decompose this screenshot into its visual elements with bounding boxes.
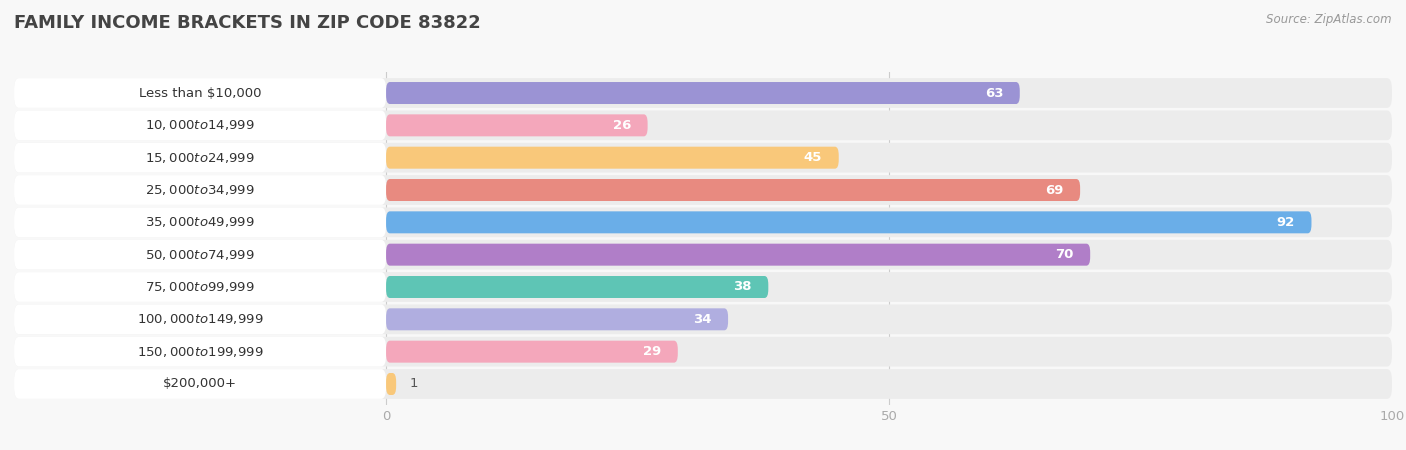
Text: 45: 45 xyxy=(804,151,823,164)
Text: $10,000 to $14,999: $10,000 to $14,999 xyxy=(145,118,254,132)
FancyBboxPatch shape xyxy=(387,373,396,395)
FancyBboxPatch shape xyxy=(14,110,1392,140)
FancyBboxPatch shape xyxy=(387,276,768,298)
Text: $15,000 to $24,999: $15,000 to $24,999 xyxy=(145,151,254,165)
Text: $35,000 to $49,999: $35,000 to $49,999 xyxy=(145,216,254,230)
FancyBboxPatch shape xyxy=(387,243,1090,266)
Text: $50,000 to $74,999: $50,000 to $74,999 xyxy=(145,248,254,261)
FancyBboxPatch shape xyxy=(14,143,1392,172)
FancyBboxPatch shape xyxy=(14,369,1392,399)
Text: $75,000 to $99,999: $75,000 to $99,999 xyxy=(145,280,254,294)
Text: 69: 69 xyxy=(1045,184,1063,197)
FancyBboxPatch shape xyxy=(387,212,1312,234)
Text: 1: 1 xyxy=(411,378,419,391)
FancyBboxPatch shape xyxy=(14,337,387,367)
FancyBboxPatch shape xyxy=(14,110,387,140)
FancyBboxPatch shape xyxy=(14,175,387,205)
Text: 38: 38 xyxy=(734,280,752,293)
FancyBboxPatch shape xyxy=(14,175,1392,205)
Text: $25,000 to $34,999: $25,000 to $34,999 xyxy=(145,183,254,197)
Text: 63: 63 xyxy=(984,86,1004,99)
FancyBboxPatch shape xyxy=(14,305,387,334)
FancyBboxPatch shape xyxy=(14,369,387,399)
FancyBboxPatch shape xyxy=(387,114,648,136)
Text: 26: 26 xyxy=(613,119,631,132)
Text: $100,000 to $149,999: $100,000 to $149,999 xyxy=(136,312,263,326)
FancyBboxPatch shape xyxy=(14,78,1392,108)
FancyBboxPatch shape xyxy=(387,147,839,169)
FancyBboxPatch shape xyxy=(14,240,1392,270)
Text: 92: 92 xyxy=(1277,216,1295,229)
FancyBboxPatch shape xyxy=(14,337,1392,367)
FancyBboxPatch shape xyxy=(14,207,1392,237)
Text: 70: 70 xyxy=(1056,248,1074,261)
Text: $200,000+: $200,000+ xyxy=(163,378,238,391)
FancyBboxPatch shape xyxy=(387,341,678,363)
FancyBboxPatch shape xyxy=(14,305,1392,334)
Text: Source: ZipAtlas.com: Source: ZipAtlas.com xyxy=(1267,14,1392,27)
FancyBboxPatch shape xyxy=(14,143,387,172)
Text: 29: 29 xyxy=(643,345,661,358)
Text: Less than $10,000: Less than $10,000 xyxy=(139,86,262,99)
FancyBboxPatch shape xyxy=(14,272,1392,302)
FancyBboxPatch shape xyxy=(387,179,1080,201)
Text: FAMILY INCOME BRACKETS IN ZIP CODE 83822: FAMILY INCOME BRACKETS IN ZIP CODE 83822 xyxy=(14,14,481,32)
FancyBboxPatch shape xyxy=(14,240,387,270)
FancyBboxPatch shape xyxy=(387,82,1019,104)
FancyBboxPatch shape xyxy=(14,207,387,237)
Text: $150,000 to $199,999: $150,000 to $199,999 xyxy=(136,345,263,359)
FancyBboxPatch shape xyxy=(14,78,387,108)
FancyBboxPatch shape xyxy=(14,272,387,302)
FancyBboxPatch shape xyxy=(387,308,728,330)
Text: 34: 34 xyxy=(693,313,711,326)
